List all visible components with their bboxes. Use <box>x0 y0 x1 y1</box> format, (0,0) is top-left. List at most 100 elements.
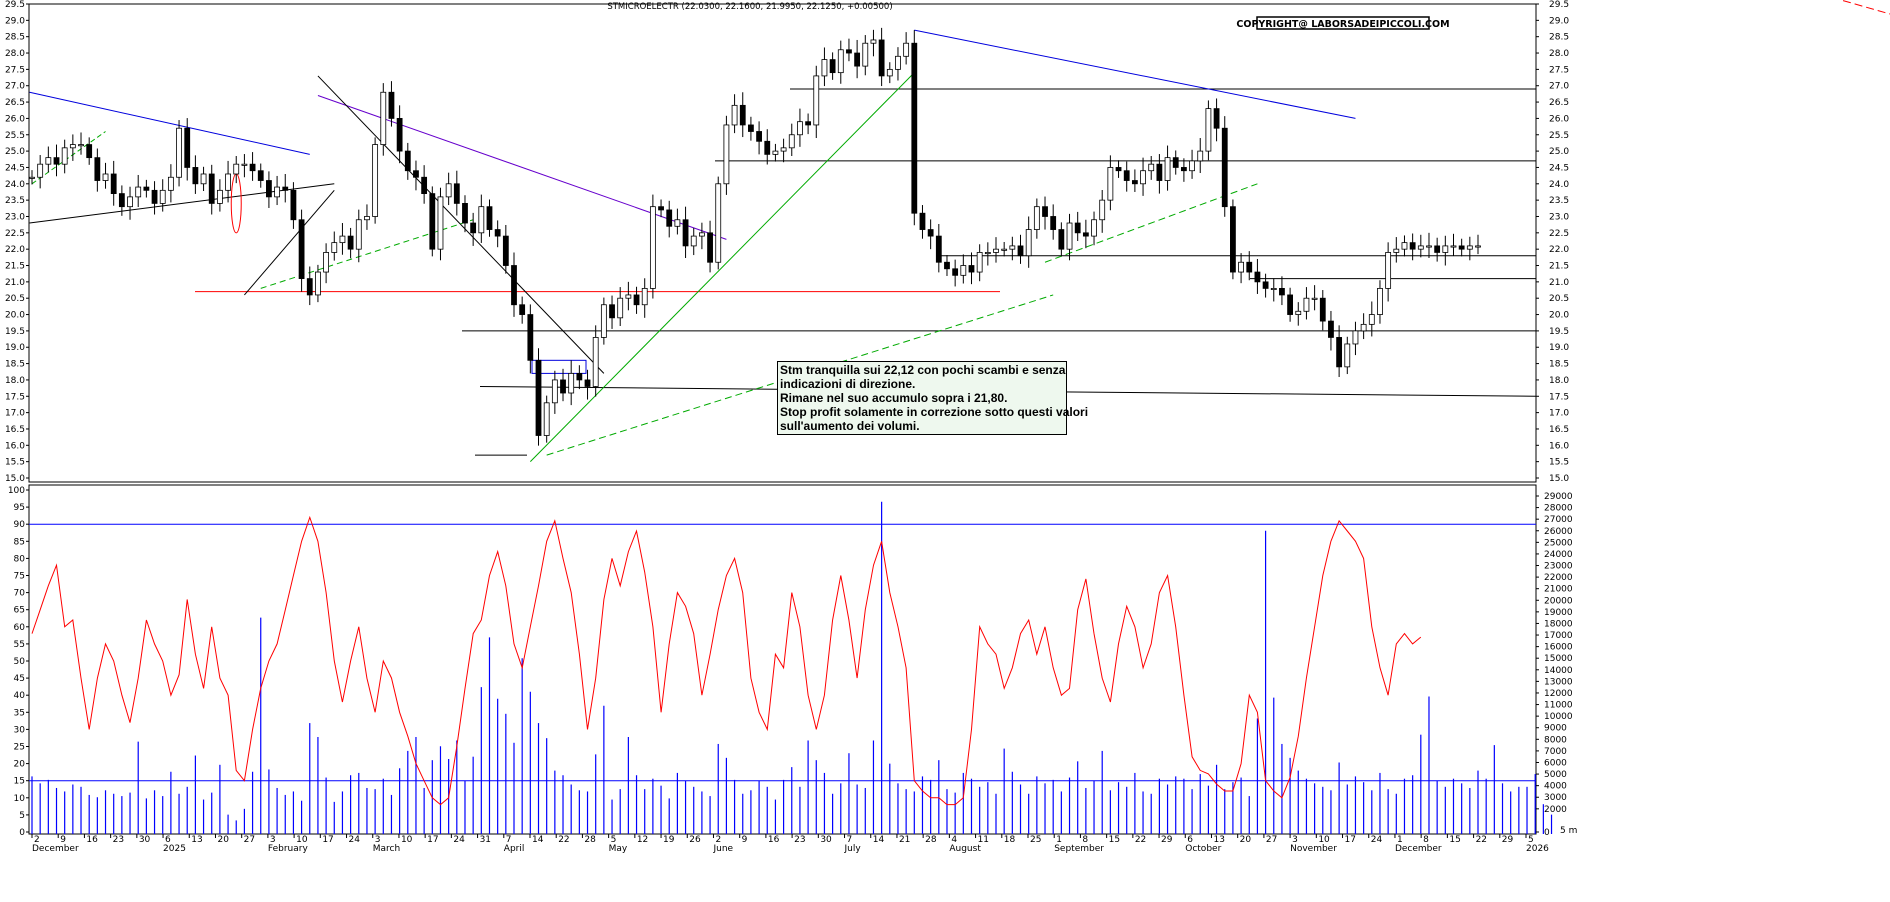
trendline <box>529 72 915 463</box>
volume-tick-label: 13000 <box>1544 677 1573 687</box>
candle-body <box>1042 206 1048 217</box>
volume-tick-label: 27000 <box>1544 515 1573 525</box>
volume-tick-label: 26000 <box>1544 527 1573 537</box>
candle-body <box>1230 206 1236 273</box>
candle-body <box>731 104 738 126</box>
date-day-label: 19 <box>663 835 675 845</box>
price-tick-label: 21.5 <box>5 262 25 272</box>
price-tick-label: 18.0 <box>1549 376 1569 386</box>
candle-body <box>1254 271 1261 283</box>
candle-body <box>919 212 926 230</box>
price-tick-label: 17.5 <box>1549 392 1569 402</box>
candle-body <box>1246 261 1253 273</box>
volume-tick-label: 14000 <box>1544 666 1573 676</box>
volume-tick-label: 12000 <box>1544 689 1573 699</box>
candle-body <box>372 144 379 217</box>
volume-tick-label: 18000 <box>1544 619 1573 629</box>
candle-body <box>298 219 305 279</box>
date-day-label: 9 <box>742 835 748 845</box>
trendline <box>914 29 1356 119</box>
candle-body <box>1360 323 1367 332</box>
candle-body <box>1091 219 1097 237</box>
price-tick-label: 20.0 <box>5 311 25 321</box>
candle-body <box>935 235 942 263</box>
date-day-label: 21 <box>899 835 910 845</box>
candle-body <box>1344 343 1351 368</box>
candle-body <box>94 157 101 181</box>
date-day-label: 20 <box>217 835 229 845</box>
candle-body <box>421 176 428 195</box>
candle-body <box>1009 245 1016 250</box>
candle-body <box>846 49 852 54</box>
candle-body <box>453 183 460 204</box>
price-tick-label: 27.0 <box>1549 82 1569 92</box>
price-tick-label: 25.0 <box>1549 147 1569 157</box>
price-tick-label: 18.5 <box>5 360 25 370</box>
candle-body <box>61 147 68 165</box>
candle-body <box>1082 232 1089 237</box>
candle-body <box>216 189 223 204</box>
candle-body <box>110 173 117 194</box>
volume-tick-label: 10000 <box>1544 712 1573 722</box>
trendline <box>1839 0 1890 15</box>
price-tick-label: 26.0 <box>5 114 25 124</box>
candle-body <box>911 42 918 214</box>
volume-tick-label: 24000 <box>1544 550 1573 560</box>
price-tick-label: 26.5 <box>1549 98 1569 108</box>
date-day-label: 12 <box>637 835 648 845</box>
volume-tick-label: 19000 <box>1544 608 1573 618</box>
candle-body <box>1213 108 1220 129</box>
trendline <box>260 219 474 289</box>
candle-body <box>568 372 575 394</box>
candle-body <box>1001 248 1008 251</box>
date-month-label: February <box>268 844 309 854</box>
price-tick-label: 21.0 <box>1549 278 1569 288</box>
candle-body <box>266 180 272 198</box>
date-day-label: 24 <box>1371 835 1383 845</box>
price-tick-label: 24.0 <box>5 180 25 190</box>
date-day-label: 9 <box>60 835 66 845</box>
candle-body <box>1123 170 1130 181</box>
date-day-label: 17 <box>322 835 333 845</box>
candle-body <box>1140 170 1146 185</box>
volume-tick-label: 22000 <box>1544 573 1573 583</box>
candle-body <box>854 52 861 67</box>
candle-body <box>1401 242 1408 250</box>
candle-body <box>772 150 779 155</box>
candle-body <box>821 59 828 77</box>
price-tick-label: 27.0 <box>5 82 25 92</box>
candle-body <box>609 304 615 319</box>
oscillator-tick-label: 35 <box>14 708 25 718</box>
price-tick-label: 23.0 <box>1549 212 1569 222</box>
volume-tick-label: 9000 <box>1544 724 1567 734</box>
candle-body <box>355 219 362 250</box>
candle-body <box>396 118 403 152</box>
date-month-label: June <box>712 844 733 854</box>
date-month-label: August <box>949 844 981 854</box>
candle-body <box>502 235 509 266</box>
date-day-label: 8 <box>1082 835 1088 845</box>
candle-body <box>658 206 664 211</box>
annotation-line: Stop profit solamente in correzione sott… <box>780 405 1089 419</box>
annotation-box: Stm tranquilla sui 22,12 con pochi scamb… <box>777 361 1089 435</box>
date-day-label: 24 <box>453 835 465 845</box>
date-day-label: 15 <box>1449 835 1460 845</box>
candle-body <box>1450 245 1457 248</box>
oscillator-tick-label: 95 <box>14 503 25 513</box>
candle-body <box>903 42 910 57</box>
date-month-label: November <box>1290 844 1337 854</box>
date-day-label: 23 <box>794 835 805 845</box>
candle-body <box>37 163 44 178</box>
candle-body <box>69 144 76 149</box>
oscillator-panel-border <box>28 484 1537 835</box>
copyright-label: COPYRIGHT@ LABORSADEIPICCOLI.COM <box>1236 19 1449 30</box>
candle-body <box>462 203 468 224</box>
volume-unit-label: 5 m <box>1560 826 1577 836</box>
oscillator-y-axis: 0 5 10 15 20 25 30 35 40 45 50 55 60 65 70 75 80 85 90 95 10… <box>8 486 29 838</box>
oscillator-series <box>31 515 1422 806</box>
oscillator-tick-label: 20 <box>14 760 26 770</box>
candle-body <box>315 271 321 296</box>
candle-body <box>192 167 199 185</box>
date-month-label: May <box>609 844 628 854</box>
price-tick-label: 15.0 <box>5 474 25 484</box>
